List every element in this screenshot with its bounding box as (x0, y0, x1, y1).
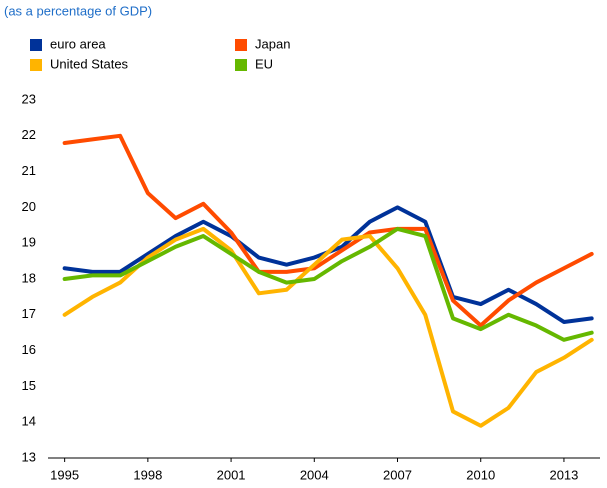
legend-label: EU (255, 56, 273, 71)
y-tick-label: 22 (22, 127, 36, 142)
series-line (62, 133, 594, 328)
x-tick-label: 2010 (466, 467, 495, 482)
chart-subtitle: (as a percentage of GDP) (4, 3, 152, 18)
x-tick-label: 1998 (133, 467, 162, 482)
x-tick-label: 2013 (549, 467, 578, 482)
y-tick-label: 19 (22, 235, 36, 250)
legend-label: United States (50, 56, 129, 71)
y-tick-label: 13 (22, 449, 36, 464)
y-tick-label: 21 (22, 163, 36, 178)
legend-label: euro area (50, 36, 106, 51)
y-tick-label: 14 (22, 414, 36, 429)
y-tick-label: 17 (22, 306, 36, 321)
legend-swatch (30, 59, 42, 71)
y-tick-label: 15 (22, 378, 36, 393)
y-tick-label: 16 (22, 342, 36, 357)
legend-swatch (235, 39, 247, 51)
x-tick-label: 2007 (383, 467, 412, 482)
series-line (62, 226, 594, 342)
x-tick-label: 2001 (217, 467, 246, 482)
x-tick-label: 1995 (50, 467, 79, 482)
series-line (62, 226, 594, 428)
y-tick-label: 18 (22, 270, 36, 285)
legend-label: Japan (255, 36, 290, 51)
legend-swatch (235, 59, 247, 71)
x-tick-label: 2004 (300, 467, 329, 482)
y-tick-label: 23 (22, 91, 36, 106)
y-tick-label: 20 (22, 199, 36, 214)
legend-swatch (30, 39, 42, 51)
